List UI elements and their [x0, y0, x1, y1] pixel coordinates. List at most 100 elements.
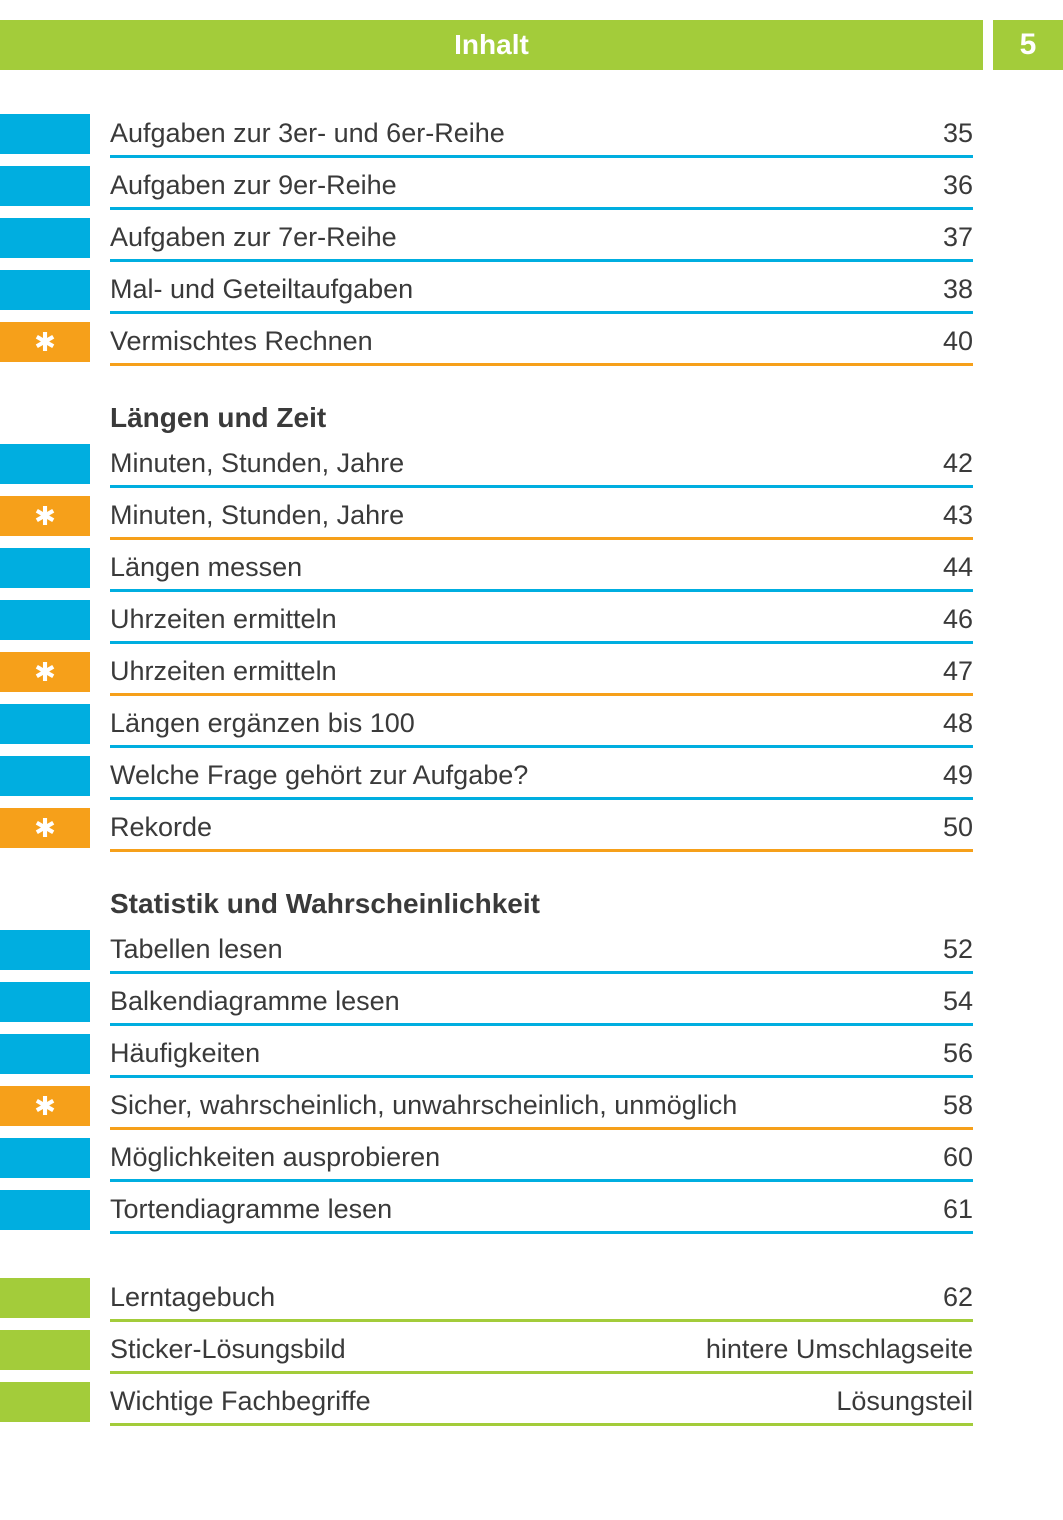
- toc-tab: [0, 218, 90, 258]
- toc-label: Längen ergänzen bis 100: [110, 708, 933, 739]
- toc-row: Wichtige FachbegriffeLösungsteil: [0, 1378, 1063, 1426]
- toc-row: Möglichkeiten ausprobieren60: [0, 1134, 1063, 1182]
- page-number: 5: [993, 20, 1063, 70]
- toc-line: Tabellen lesen52: [110, 926, 973, 974]
- toc-tab: [0, 930, 90, 970]
- toc-page: 54: [943, 986, 973, 1017]
- toc-line: Uhrzeiten ermitteln 47: [110, 648, 973, 696]
- toc-line: Balkendiagramme lesen 54: [110, 978, 973, 1026]
- toc-tab: [0, 982, 90, 1022]
- toc-line: Mal- und Geteiltaufgaben38: [110, 266, 973, 314]
- toc-row: Welche Frage gehört zur Aufgabe? 49: [0, 752, 1063, 800]
- toc-page: 42: [943, 448, 973, 479]
- toc-label: Wichtige Fachbegriffe: [110, 1386, 826, 1417]
- star-icon: ✱: [34, 503, 56, 529]
- toc-line: Rekorde 50: [110, 804, 973, 852]
- toc-tab: [0, 756, 90, 796]
- toc-tab: [0, 270, 90, 310]
- toc-page: 35: [943, 118, 973, 149]
- toc-line: Welche Frage gehört zur Aufgabe? 49: [110, 752, 973, 800]
- star-icon: ✱: [34, 329, 56, 355]
- toc-tab: [0, 166, 90, 206]
- toc-tab: [0, 548, 90, 588]
- toc-line: Minuten, Stunden, Jahre42: [110, 440, 973, 488]
- toc-line: Aufgaben zur 9er-Reihe 36: [110, 162, 973, 210]
- toc-page: 44: [943, 552, 973, 583]
- toc-label: Uhrzeiten ermitteln: [110, 604, 933, 635]
- toc-label: Welche Frage gehört zur Aufgabe?: [110, 760, 933, 791]
- toc-tab: ✱: [0, 652, 90, 692]
- toc-line: Sticker-Lösungsbild hintere Umschlagseite: [110, 1326, 973, 1374]
- toc-row: Aufgaben zur 3er- und 6er-Reihe35: [0, 110, 1063, 158]
- toc-label: Uhrzeiten ermitteln: [110, 656, 933, 687]
- toc-page: 50: [943, 812, 973, 843]
- toc-label: Sicher, wahrscheinlich, unwahrscheinlich…: [110, 1090, 933, 1121]
- section-heading: Längen und Zeit: [110, 402, 1063, 434]
- toc-tab: ✱: [0, 808, 90, 848]
- toc-tab: [0, 1278, 90, 1318]
- toc-label: Häufigkeiten: [110, 1038, 933, 1069]
- toc-tab: [0, 1138, 90, 1178]
- toc-line: Sicher, wahrscheinlich, unwahrscheinlich…: [110, 1082, 973, 1130]
- toc-line: Aufgaben zur 7er-Reihe37: [110, 214, 973, 262]
- toc-row: Lerntagebuch 62: [0, 1274, 1063, 1322]
- toc-line: Längen ergänzen bis 10048: [110, 700, 973, 748]
- toc-page: 60: [943, 1142, 973, 1173]
- toc-row: Mal- und Geteiltaufgaben38: [0, 266, 1063, 314]
- star-icon: ✱: [34, 659, 56, 685]
- toc-row: Tabellen lesen52: [0, 926, 1063, 974]
- toc-label: Aufgaben zur 7er-Reihe: [110, 222, 933, 253]
- page-title: Inhalt: [0, 20, 983, 70]
- toc-page: 62: [943, 1282, 973, 1313]
- toc-label: Tortendiagramme lesen: [110, 1194, 933, 1225]
- section-heading: Statistik und Wahrscheinlichkeit: [110, 888, 1063, 920]
- toc-row: Tortendiagramme lesen 61: [0, 1186, 1063, 1234]
- toc-tab: [0, 114, 90, 154]
- toc-row: Uhrzeiten ermitteln 46: [0, 596, 1063, 644]
- toc-page: 47: [943, 656, 973, 687]
- toc-page: 61: [943, 1194, 973, 1225]
- toc-page: 56: [943, 1038, 973, 1069]
- toc-label: Vermischtes Rechnen: [110, 326, 933, 357]
- toc-label: Längen messen: [110, 552, 933, 583]
- toc-label: Balkendiagramme lesen: [110, 986, 933, 1017]
- toc-row: ✱ Vermischtes Rechnen40: [0, 318, 1063, 366]
- toc-tab: [0, 704, 90, 744]
- toc-line: Längen messen 44: [110, 544, 973, 592]
- toc-label: Minuten, Stunden, Jahre: [110, 500, 933, 531]
- section-gap: [0, 1238, 1063, 1274]
- star-icon: ✱: [34, 815, 56, 841]
- toc-tab: [0, 600, 90, 640]
- toc-line: Uhrzeiten ermitteln 46: [110, 596, 973, 644]
- toc-label: Tabellen lesen: [110, 934, 933, 965]
- toc-page: hintere Umschlagseite: [706, 1334, 973, 1365]
- toc-line: Möglichkeiten ausprobieren60: [110, 1134, 973, 1182]
- toc-page: 49: [943, 760, 973, 791]
- toc-label: Rekorde: [110, 812, 933, 843]
- star-icon: ✱: [34, 1093, 56, 1119]
- toc-label: Lerntagebuch: [110, 1282, 933, 1313]
- toc-tab: [0, 1034, 90, 1074]
- toc-row: Längen ergänzen bis 10048: [0, 700, 1063, 748]
- toc-line: Wichtige FachbegriffeLösungsteil: [110, 1378, 973, 1426]
- toc-line: Tortendiagramme lesen 61: [110, 1186, 973, 1234]
- toc-line: Aufgaben zur 3er- und 6er-Reihe35: [110, 110, 973, 158]
- toc-page: 58: [943, 1090, 973, 1121]
- toc-label: Aufgaben zur 9er-Reihe: [110, 170, 933, 201]
- toc-row: Balkendiagramme lesen 54: [0, 978, 1063, 1026]
- toc-row: Häufigkeiten 56: [0, 1030, 1063, 1078]
- toc-label: Sticker-Lösungsbild: [110, 1334, 696, 1365]
- toc-line: Häufigkeiten 56: [110, 1030, 973, 1078]
- toc-tab: [0, 444, 90, 484]
- toc-tab: [0, 1382, 90, 1422]
- toc-line: Minuten, Stunden, Jahre43: [110, 492, 973, 540]
- toc-line: Lerntagebuch 62: [110, 1274, 973, 1322]
- toc-row: ✱ Rekorde 50: [0, 804, 1063, 852]
- toc-row: ✱ Minuten, Stunden, Jahre43: [0, 492, 1063, 540]
- toc-page: 38: [943, 274, 973, 305]
- toc-line: Vermischtes Rechnen40: [110, 318, 973, 366]
- toc-row: Sticker-Lösungsbild hintere Umschlagseite: [0, 1326, 1063, 1374]
- header-bar: Inhalt 5: [0, 20, 1063, 70]
- toc-page: 46: [943, 604, 973, 635]
- toc-page: 36: [943, 170, 973, 201]
